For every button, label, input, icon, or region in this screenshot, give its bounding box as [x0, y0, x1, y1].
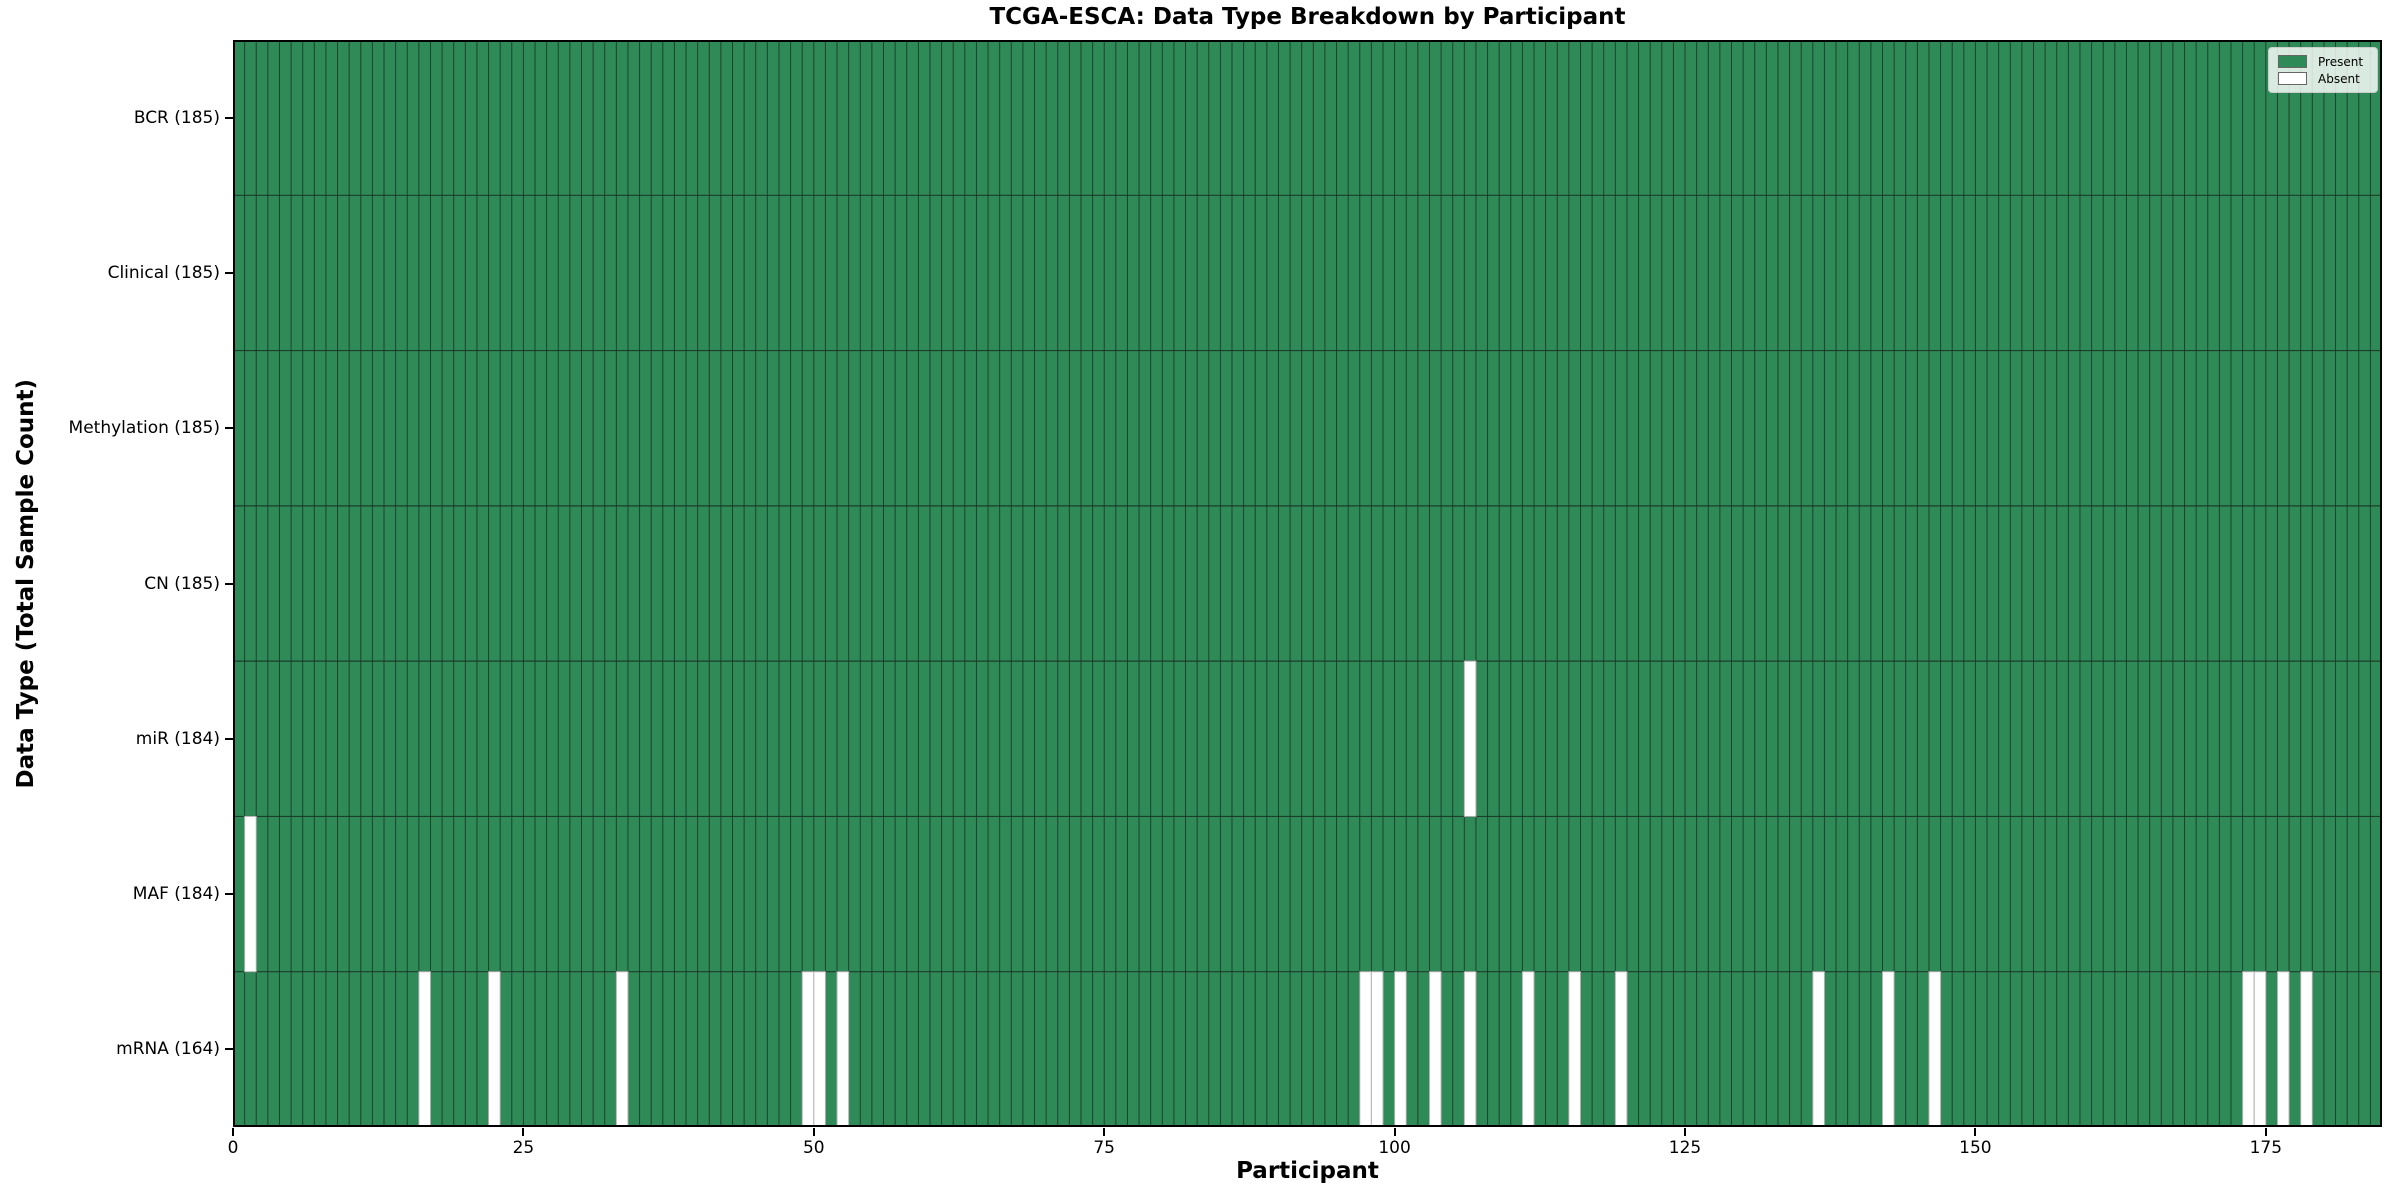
absent-cell [1882, 971, 1895, 1127]
y-tick-label-miR: miR (184) [135, 728, 220, 749]
y-tick-label-Methylation: Methylation (185) [68, 418, 220, 439]
plot-border [233, 40, 2382, 1127]
absent-cell [2242, 971, 2255, 1127]
y-tick-mark [225, 116, 233, 119]
absent-cell [1614, 971, 1628, 1127]
x-tick-label-0: 0 [227, 1138, 239, 1158]
absent-cell [244, 815, 257, 973]
y-tick-label-mRNA: mRNA (164) [116, 1039, 220, 1060]
y-tick-mark [225, 271, 233, 274]
x-tick-mark [1974, 1128, 1977, 1136]
absent-cell [836, 971, 850, 1127]
legend-entry-present: Present [2278, 53, 2369, 70]
y-tick-label-CN: CN (185) [144, 573, 220, 594]
x-tick-label-25: 25 [512, 1138, 535, 1158]
absent-cell [1928, 971, 1942, 1127]
legend: Present Absent [2268, 47, 2378, 93]
y-tick-mark [225, 1048, 233, 1051]
y-tick-mark [225, 737, 233, 740]
absent-cell [2253, 971, 2267, 1127]
x-tick-label-150: 150 [1959, 1138, 1992, 1158]
absent-cell [1463, 971, 1477, 1127]
x-tick-mark [1393, 1128, 1396, 1136]
legend-entry-absent: Absent [2278, 70, 2369, 87]
x-tick-mark [522, 1128, 525, 1136]
chart-title: TCGA-ESCA: Data Type Breakdown by Partic… [989, 4, 1626, 30]
x-tick-mark [1684, 1128, 1686, 1136]
absent-cell [1394, 971, 1407, 1127]
absent-cell [801, 971, 815, 1127]
heatmap-plot-area [233, 40, 2382, 1127]
x-tick-mark [812, 1128, 815, 1136]
x-tick-label-100: 100 [1378, 1138, 1411, 1158]
absent-cell [418, 971, 431, 1127]
y-tick-label-MAF: MAF (184) [132, 884, 220, 905]
absent-cell [2300, 971, 2313, 1127]
absent-cell [1359, 971, 1372, 1127]
x-tick-label-50: 50 [802, 1138, 825, 1158]
y-tick-label-BCR: BCR (185) [133, 107, 220, 128]
absent-cell [1463, 660, 1477, 817]
absent-cell [1568, 971, 1581, 1127]
y-tick-label-Clinical: Clinical (185) [107, 262, 220, 283]
x-axis-label: Participant [1236, 1158, 1379, 1184]
x-tick-label-75: 75 [1093, 1138, 1115, 1158]
absent-cell [813, 971, 826, 1127]
x-tick-mark [232, 1128, 234, 1136]
y-tick-mark [225, 582, 233, 585]
x-tick-mark [2264, 1128, 2267, 1136]
present-swatch-icon [2278, 55, 2307, 68]
present-background [233, 40, 2382, 1127]
absent-cell [615, 971, 629, 1127]
absent-cell [1521, 971, 1535, 1127]
y-tick-mark [225, 893, 233, 896]
legend-label-absent: Absent [2318, 71, 2360, 86]
absent-cell [488, 971, 501, 1127]
legend-label-present: Present [2318, 54, 2364, 69]
absent-swatch-icon [2278, 72, 2307, 85]
x-tick-label-175: 175 [2249, 1138, 2283, 1158]
absent-cell [1370, 971, 1384, 1127]
absent-cell [1812, 971, 1825, 1127]
x-tick-label-125: 125 [1668, 1138, 1702, 1158]
x-tick-mark [1103, 1128, 1106, 1136]
y-tick-mark [225, 427, 233, 430]
absent-cell [1428, 971, 1442, 1127]
absent-cell [2276, 971, 2290, 1127]
